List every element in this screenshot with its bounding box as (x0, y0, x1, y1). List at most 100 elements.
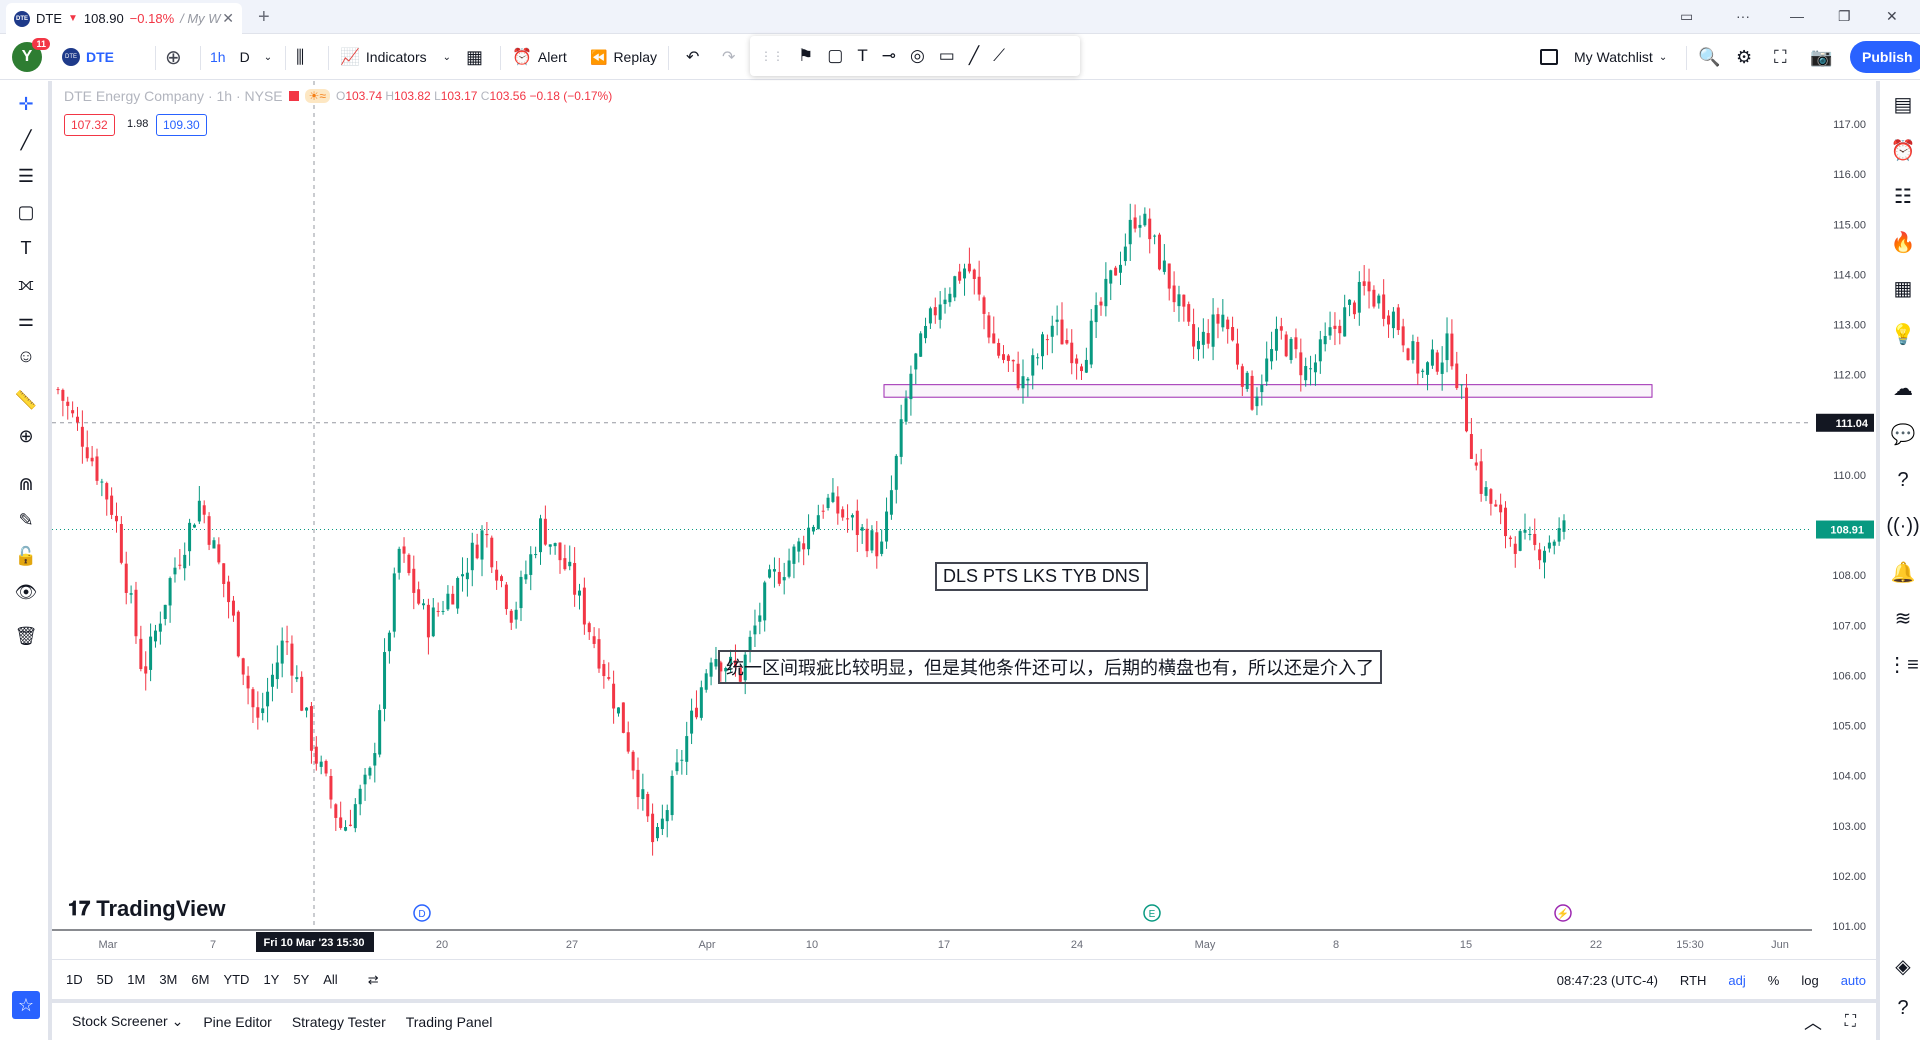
replay-button[interactable]: ⏪ Replay (590, 48, 658, 66)
notifications-icon[interactable]: 🔔 (1890, 561, 1916, 584)
indicators-button[interactable]: 📈 Indicators ⌄ (340, 49, 452, 66)
help-circle-icon[interactable]: ? (1897, 996, 1909, 1019)
maximize-icon[interactable]: ⛶ (1844, 1012, 1856, 1030)
panel-tab-stock-screener[interactable]: Stock Screener ⌄ (72, 1013, 184, 1029)
restore-icon[interactable]: ❐ (1838, 8, 1851, 24)
compare-icon[interactable]: ⊕ (165, 46, 182, 69)
calendar-icon[interactable]: ▦ (1893, 277, 1913, 300)
chart-tab[interactable]: DTE DTE ▼ 108.90 −0.18% / My W ✕ (6, 3, 242, 34)
messages-icon[interactable]: 💬 (1890, 423, 1916, 446)
hotlist-icon[interactable]: 🔥 (1890, 231, 1916, 254)
timeframe-3m[interactable]: 3M (159, 972, 178, 987)
favorites-star-icon[interactable]: ☆ (12, 991, 40, 1019)
candle-body (1109, 270, 1113, 284)
undo-icon[interactable]: ↶ (686, 49, 700, 66)
comment-icon[interactable]: ▭ (938, 46, 955, 65)
drag-handle-icon[interactable]: ⋮⋮ (760, 49, 784, 63)
magnet-icon[interactable]: ⋒ (18, 473, 34, 494)
bid-price[interactable]: 107.32 (64, 114, 115, 136)
stay-drawing-icon[interactable]: ✎ (18, 509, 34, 530)
order-panel-icon[interactable]: ≋ (1894, 607, 1912, 630)
publish-button[interactable]: Publish (1850, 41, 1920, 73)
chevron-down-icon[interactable]: ⌄ (263, 51, 273, 63)
gear-icon[interactable]: ⚙ (1736, 46, 1753, 67)
interval-1h[interactable]: 1h (210, 49, 226, 65)
collapse-icon[interactable]: ︿ (1804, 1012, 1822, 1033)
monitor-icon[interactable]: ▭ (1680, 8, 1694, 24)
fib-icon[interactable]: ☰ (17, 165, 35, 186)
search-icon[interactable]: 🔍 (1698, 46, 1721, 67)
horizontal-line-icon[interactable]: ⊸ (881, 46, 896, 65)
watchlist-button[interactable]: My Watchlist ⌄ (1540, 34, 1667, 80)
adj-toggle[interactable]: adj (1728, 972, 1746, 988)
text-icon[interactable]: T (857, 46, 868, 65)
interval-d[interactable]: D (239, 49, 250, 65)
help-icon[interactable]: ? (1897, 468, 1909, 491)
camera-icon[interactable]: 📷 (1810, 46, 1833, 67)
watchlist-icon[interactable]: ▤ (1893, 93, 1913, 116)
avatar[interactable]: Y 11 (12, 38, 50, 72)
pattern-icon[interactable]: ⟗ (18, 273, 34, 294)
shapes-icon[interactable]: ▢ (17, 201, 35, 222)
panel-tab-pine-editor[interactable]: Pine Editor (203, 1013, 272, 1030)
trend-line-icon[interactable]: ╱ (968, 46, 980, 65)
emoji-icon[interactable]: ☺ (16, 345, 36, 366)
close-icon[interactable]: ✕ (222, 10, 234, 26)
chats-icon[interactable]: ☁ (1893, 377, 1913, 400)
timeframe-6m[interactable]: 6M (191, 972, 210, 987)
eye-icon[interactable]: 👁 (14, 581, 38, 602)
percent-toggle[interactable]: % (1767, 972, 1780, 988)
alarm-icon[interactable]: ⏰ (1890, 139, 1916, 162)
circle-icon[interactable]: ◎ (909, 46, 925, 65)
ruler-icon[interactable]: 📏 (14, 389, 38, 410)
rectangle-icon[interactable]: ▢ (827, 46, 844, 65)
chevron-down-icon[interactable]: ⌄ (442, 51, 452, 63)
prediction-icon[interactable]: ⚌ (17, 309, 35, 330)
flag-icon[interactable]: ⚑ (798, 46, 814, 65)
timeframe-all[interactable]: All (323, 972, 338, 987)
timeframe-1d[interactable]: 1D (66, 972, 83, 987)
auto-toggle[interactable]: auto (1840, 972, 1866, 988)
lock-icon[interactable]: 🔓 (14, 545, 38, 566)
price-chart[interactable]: 117.00 116.00 115.00 114.00 113.00 112.00 111.… (52, 81, 1876, 959)
candle-body (114, 515, 118, 522)
redo-icon[interactable]: ↷ (722, 49, 736, 66)
candle-body (456, 578, 460, 609)
candle-body (197, 500, 201, 522)
panel-tab-trading-panel[interactable]: Trading Panel (405, 1013, 493, 1030)
panel-tab-strategy-tester[interactable]: Strategy Tester (291, 1013, 386, 1030)
layouts-icon[interactable]: ▦ (466, 46, 484, 67)
layers-icon[interactable]: ◈ (1895, 955, 1911, 978)
minimize-icon[interactable]: — (1790, 8, 1804, 24)
candles-icon[interactable]: ⫼ (296, 46, 305, 67)
zoom-icon[interactable]: ⊕ (18, 425, 34, 446)
new-tab-icon[interactable]: + (258, 6, 270, 28)
date-range-icon[interactable]: ⇄ (367, 971, 379, 987)
log-toggle[interactable]: log (1801, 972, 1819, 988)
timeframe-ytd[interactable]: YTD (223, 972, 250, 987)
path-icon[interactable]: ⟋ (993, 46, 1006, 65)
timeframe-1m[interactable]: 1M (127, 972, 146, 987)
symbol-search[interactable]: DTE (86, 49, 114, 65)
signal-tags-text[interactable]: DLS PTS LKS TYB DNS (935, 562, 1148, 591)
text-icon[interactable]: T (20, 237, 32, 258)
session-toggle[interactable]: RTH (1679, 972, 1707, 988)
window-close-icon[interactable]: ✕ (1886, 8, 1898, 24)
news-icon[interactable]: ☷ (1894, 185, 1912, 208)
trend-line-icon[interactable]: ╱ (20, 129, 32, 150)
candle-body (846, 518, 850, 520)
streams-icon[interactable]: ((·)) (1886, 514, 1920, 537)
timeframe-5y[interactable]: 5Y (293, 972, 310, 987)
dom-icon[interactable]: ⋮≡ (1887, 653, 1919, 676)
trade-note-text[interactable]: 统一区间瑕疵比较明显，但是其他条件还可以，后期的横盘也有，所以还是介入了 (718, 650, 1382, 684)
alert-button[interactable]: ⏰ Alert (512, 49, 567, 66)
ask-price[interactable]: 109.30 (156, 114, 207, 136)
candle-body (865, 528, 869, 552)
timeframe-1y[interactable]: 1Y (263, 972, 280, 987)
timeframe-5d[interactable]: 5D (96, 972, 114, 987)
trash-icon[interactable]: 🗑 (14, 625, 38, 646)
ideas-icon[interactable]: 💡 (1890, 323, 1916, 346)
fullscreen-icon[interactable]: ⛶ (1774, 46, 1787, 67)
crosshair-icon[interactable]: ✛ (18, 93, 34, 114)
more-icon[interactable]: ··· (1736, 8, 1750, 24)
